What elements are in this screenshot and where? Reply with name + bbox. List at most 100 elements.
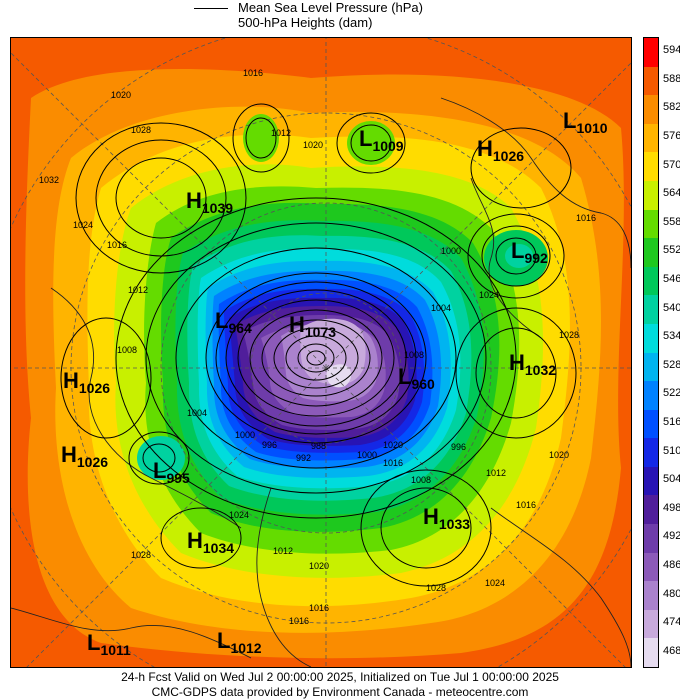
pressure-value: 1033 [439,516,470,532]
pressure-value: 1032 [525,362,556,378]
colorbar-cell [644,638,658,668]
colorbar-label: 534 [663,330,680,343]
pressure-value: 1026 [79,380,110,396]
isobar-value-label: 1008 [117,345,137,355]
isobar-legend-label: Mean Sea Level Pressure (hPa) [238,0,423,15]
map-legend: Mean Sea Level Pressure (hPa) 500-hPa He… [190,0,490,34]
colorbar-cell [644,609,658,639]
colorbar-label: 498 [663,501,680,514]
colorbar-label: 516 [663,415,680,428]
colorbar-cell [644,323,658,353]
isobar-value-label: 1024 [73,220,93,230]
isobar-value-label: 996 [262,440,277,450]
colorbar-label: 546 [663,273,680,286]
colorbar-label: 468 [663,644,680,657]
isobar-value-label: 1028 [559,330,579,340]
map-canvas: 1020 1028 1032 1024 1016 1012 1008 1004 1000 996 9… [11,38,631,667]
colorbar-label: 522 [663,387,680,400]
coastlines [11,97,631,667]
graticule [11,38,631,667]
lobe-nw-low [243,114,279,162]
isobar-value-label: 1008 [411,475,431,485]
colorbar-label: 558 [663,215,680,228]
isobar-value-label: 1004 [187,408,207,418]
isobar-value-label: 1016 [243,68,263,78]
isobar-value-label: 1016 [309,603,329,613]
colorbar-label: 570 [663,158,680,171]
pressure-value: 1012 [230,640,261,656]
pressure-value: 1009 [372,138,403,154]
colorbar-label: 510 [663,444,680,457]
colorbar-label: 528 [663,358,680,371]
isobar-value-label: 1000 [235,430,255,440]
colorbar-label: 504 [663,473,680,486]
colorbar-label: 480 [663,587,680,600]
colorbar-label: 582 [663,101,680,114]
colorbar-cell [644,409,658,439]
colorbar-label: 486 [663,558,680,571]
colorbar-cell [644,266,658,296]
pressure-value: 1039 [202,200,233,216]
isobar-value-label: 1028 [131,550,151,560]
isobar-value-label: 1024 [485,578,505,588]
isobar-value-label: 1020 [549,450,569,460]
colorbar-label: 588 [663,72,680,85]
isobar-value-label: 1000 [441,246,461,256]
colorbar-cell [644,381,658,411]
data-credit-text: CMC-GDPS data provided by Environment Ca… [151,685,529,699]
pressure-value: 1026 [77,454,108,470]
colorbar-cell [644,524,658,554]
isobar-value-label: 1020 [383,440,403,450]
heights-legend-label: 500-hPa Heights (dam) [238,15,373,30]
colorbar-cell [644,238,658,268]
pressure-value: 992 [524,250,548,266]
pressure-value: 964 [228,320,252,336]
colorbar-cell [644,180,658,210]
height-fill-468 [326,364,352,388]
colorbar-cell [644,495,658,525]
isobar-value-label: 1016 [516,500,536,510]
colorbar-label: 564 [663,187,680,200]
isobar-value-label: 1012 [273,546,293,556]
isobar-value-label: 1000 [357,450,377,460]
pressure-value: 1010 [576,120,607,136]
isobar-value-label: 1028 [131,125,151,135]
colorbar-cell [644,466,658,496]
colorbar-label: 492 [663,530,680,543]
isobar-value-label: 988 [311,441,326,451]
isobar-value-label: 1024 [479,290,499,300]
pressure-value: 1011 [100,642,131,658]
forecast-map: 1020 1028 1032 1024 1016 1012 1008 1004 1000 996 9… [10,37,632,668]
isobar-value-label: 1012 [486,468,506,478]
isobar-line-sample [194,8,228,9]
lobe-ne-low-core [505,244,533,268]
colorbar-cell [644,66,658,96]
isobar-value-label: 1012 [271,128,291,138]
colorbar-cell [644,295,658,325]
isobar-value-label: 1016 [289,616,309,626]
colorbar-cell [644,123,658,153]
isobar-value-label: 1012 [128,285,148,295]
isobar-value-label: 1020 [309,561,329,571]
pressure-value: 960 [411,376,435,392]
isobar-value-label: 1016 [107,240,127,250]
isobar-value-label: 1016 [576,213,596,223]
isobar-value-label: 1020 [303,140,323,150]
isobar-value-label: 1008 [404,350,424,360]
colorbar-label: 540 [663,301,680,314]
pressure-value: 1026 [493,148,524,164]
isobar-value-label: 992 [296,453,311,463]
isobars [60,103,577,587]
colorbar-cell [644,209,658,239]
colorbar-label: 474 [663,616,680,629]
isobar-labels: 1020 1028 1032 1024 1016 1012 1008 1004 1000 996 9… [39,68,596,626]
isobar-value-label: 1020 [111,90,131,100]
colorbar-cell [644,552,658,582]
pressure-value: 1034 [203,540,234,556]
lobe-n-low [347,121,395,165]
colorbar-cell [644,38,658,67]
colorbar-cell [644,95,658,125]
colorbar-cell [644,352,658,382]
isobar-value-label: 1028 [426,583,446,593]
colorbar-label: 594 [663,44,680,57]
